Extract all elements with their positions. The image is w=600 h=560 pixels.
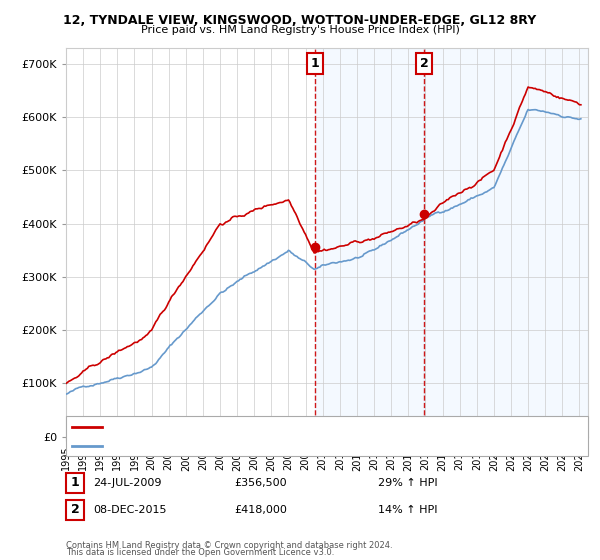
Text: 12, TYNDALE VIEW, KINGSWOOD, WOTTON-UNDER-EDGE, GL12 8RY (detached house): 12, TYNDALE VIEW, KINGSWOOD, WOTTON-UNDE… <box>108 422 530 432</box>
Text: 2: 2 <box>71 503 79 516</box>
Text: 24-JUL-2009: 24-JUL-2009 <box>93 478 161 488</box>
Text: 14% ↑ HPI: 14% ↑ HPI <box>378 505 437 515</box>
Text: 1: 1 <box>311 57 320 70</box>
Text: HPI: Average price, detached house, Stroud: HPI: Average price, detached house, Stro… <box>108 441 321 450</box>
Text: This data is licensed under the Open Government Licence v3.0.: This data is licensed under the Open Gov… <box>66 548 334 557</box>
Text: 29% ↑ HPI: 29% ↑ HPI <box>378 478 437 488</box>
Text: Price paid vs. HM Land Registry's House Price Index (HPI): Price paid vs. HM Land Registry's House … <box>140 25 460 35</box>
Text: £356,500: £356,500 <box>234 478 287 488</box>
Text: 08-DEC-2015: 08-DEC-2015 <box>93 505 167 515</box>
Bar <box>315 48 424 437</box>
Bar <box>424 48 588 437</box>
Text: 1: 1 <box>71 476 79 489</box>
Text: Contains HM Land Registry data © Crown copyright and database right 2024.: Contains HM Land Registry data © Crown c… <box>66 541 392 550</box>
Text: £418,000: £418,000 <box>234 505 287 515</box>
Text: 12, TYNDALE VIEW, KINGSWOOD, WOTTON-UNDER-EDGE, GL12 8RY: 12, TYNDALE VIEW, KINGSWOOD, WOTTON-UNDE… <box>64 14 536 27</box>
Text: 2: 2 <box>420 57 428 70</box>
